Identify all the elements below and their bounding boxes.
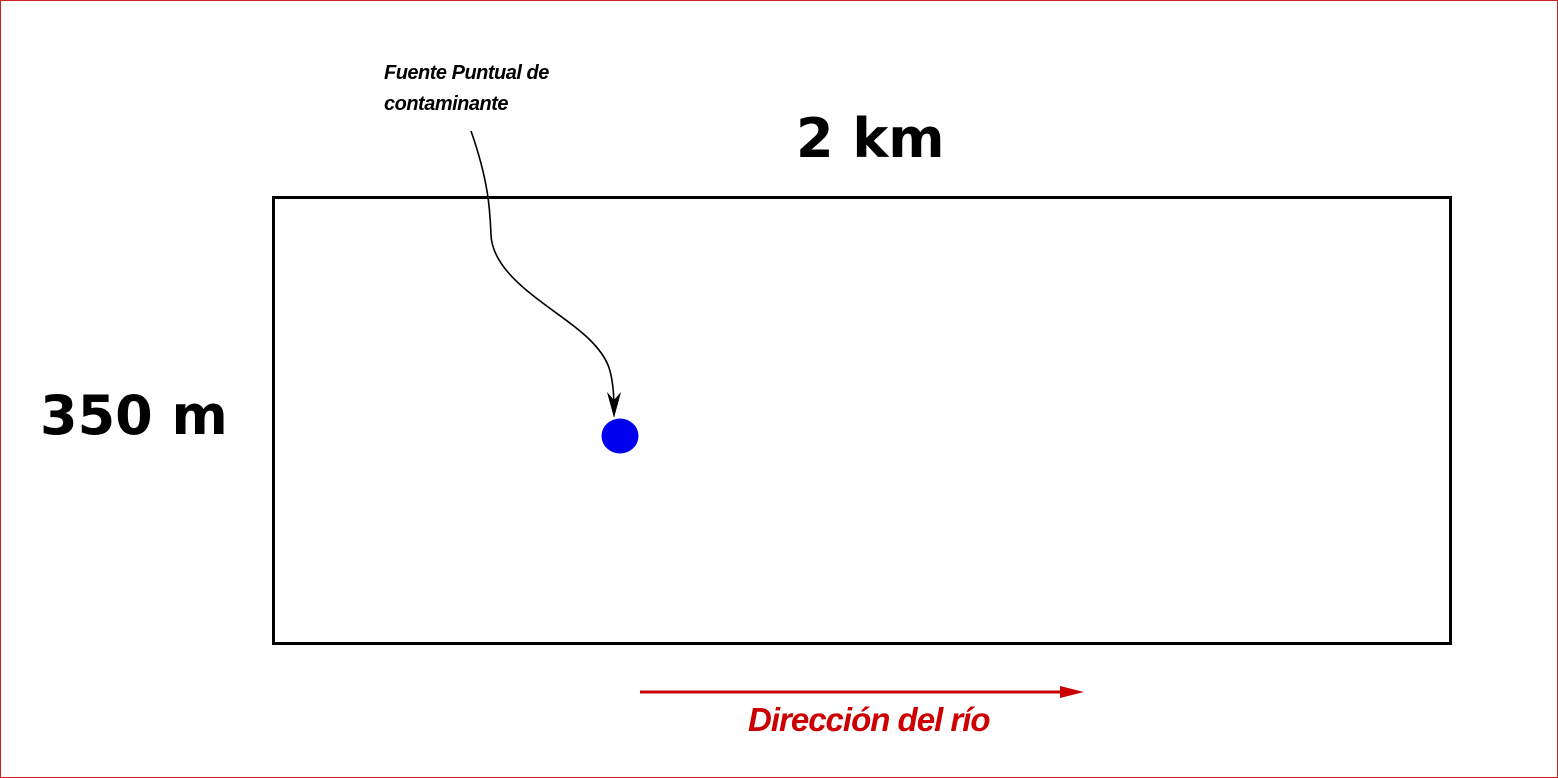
- source-label: Fuente Puntual de contaminante: [384, 62, 549, 115]
- pollutant-source-point: [601, 418, 639, 454]
- flow-direction-label: Dirección del río: [748, 701, 991, 738]
- river-domain: [272, 196, 1452, 645]
- flow-direction-arrowhead: [1060, 686, 1084, 698]
- width-dimension-label: 2 km: [796, 107, 945, 170]
- height-dimension-label: 350 m: [40, 384, 228, 447]
- source-pointer-arrow: [470, 130, 615, 405]
- source-pointer-arrowhead: [607, 392, 621, 418]
